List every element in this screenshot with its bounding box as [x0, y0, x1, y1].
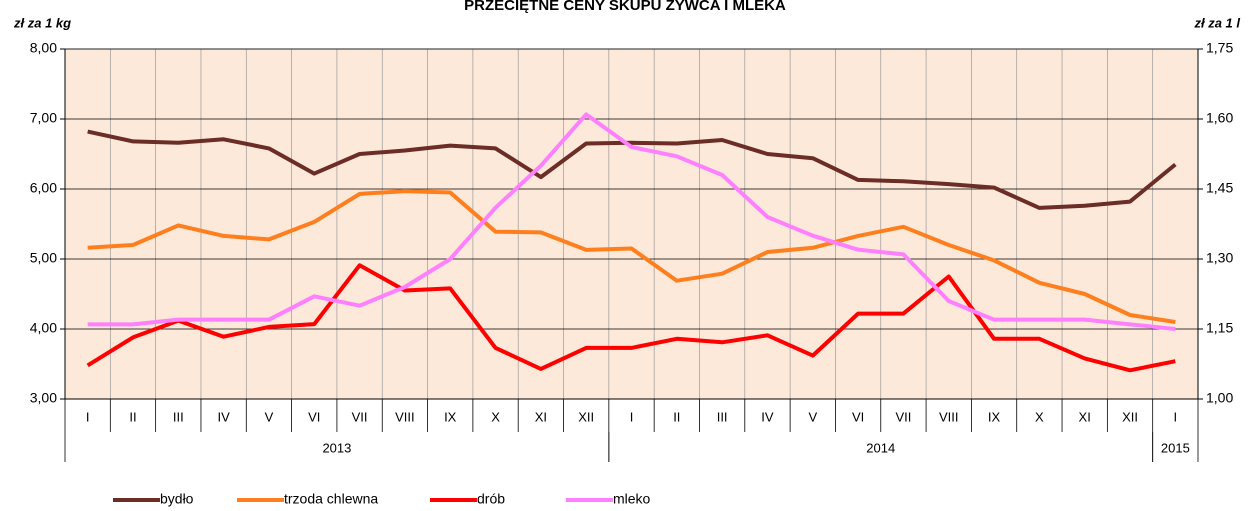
- legend-label: trzoda chlewna: [284, 491, 378, 507]
- y-tick-label: 8,00: [30, 40, 57, 56]
- x-tick-label: VI: [852, 409, 864, 424]
- y-tick-label: 6,00: [30, 180, 57, 196]
- series-line: [87, 129, 1177, 210]
- x-tick-label: X: [491, 409, 500, 424]
- x-tick-label: VII: [352, 409, 368, 424]
- y-tick-label: 4,00: [30, 320, 57, 336]
- x-tick-label: IX: [444, 409, 457, 424]
- series-line: [86, 263, 1176, 373]
- x-tick-label: VI: [308, 409, 320, 424]
- x-tick-label: II: [129, 409, 136, 424]
- y2-tick-label: 1,45: [1206, 180, 1233, 196]
- x-tick-label: I: [630, 409, 634, 424]
- x-tick-label: V: [265, 409, 274, 424]
- y-tick-label: 7,00: [30, 110, 57, 126]
- y2-tick-label: 1,75: [1206, 40, 1233, 56]
- x-tick-label: III: [717, 409, 728, 424]
- y2-tick-label: 1,60: [1206, 110, 1233, 126]
- y2-tick-label: 1,00: [1206, 390, 1233, 406]
- legend-label: bydło: [160, 491, 194, 507]
- legend-label: drób: [477, 491, 505, 507]
- x-tick-label: XI: [1079, 409, 1091, 424]
- legend-label: mleko: [613, 491, 651, 507]
- y2-axis-title: zł za 1 l: [1193, 15, 1240, 30]
- y-tick-label: 3,00: [30, 390, 57, 406]
- x-tick-label: XII: [1122, 409, 1138, 424]
- group-label: 2015: [1161, 440, 1190, 455]
- x-tick-label: VIII: [395, 409, 415, 424]
- x-tick-label: VIII: [939, 409, 959, 424]
- x-tick-label: III: [173, 409, 184, 424]
- x-tick-label: VII: [895, 409, 911, 424]
- x-tick-label: V: [808, 409, 817, 424]
- x-tick-label: XII: [578, 409, 594, 424]
- x-tick-label: IX: [988, 409, 1001, 424]
- y2-tick-label: 1,30: [1206, 250, 1233, 266]
- group-label: 2013: [322, 440, 351, 455]
- x-tick-label: X: [1035, 409, 1044, 424]
- y2-tick-label: 1,15: [1206, 320, 1233, 336]
- series-line: [87, 112, 1176, 331]
- x-tick-label: XI: [535, 409, 547, 424]
- y-axis-title: zł za 1 kg: [13, 15, 71, 30]
- y-tick-label: 5,00: [30, 250, 57, 266]
- x-tick-label: I: [1174, 409, 1178, 424]
- x-tick-label: II: [673, 409, 680, 424]
- x-tick-label: I: [86, 409, 90, 424]
- group-label: 2014: [866, 440, 895, 455]
- chart-title: PRZECIĘTNE CENY SKUPU ŻYWCA I MLEKA: [464, 0, 786, 14]
- x-tick-label: IV: [217, 409, 230, 424]
- series-line: [87, 189, 1176, 324]
- x-tick-label: IV: [761, 409, 774, 424]
